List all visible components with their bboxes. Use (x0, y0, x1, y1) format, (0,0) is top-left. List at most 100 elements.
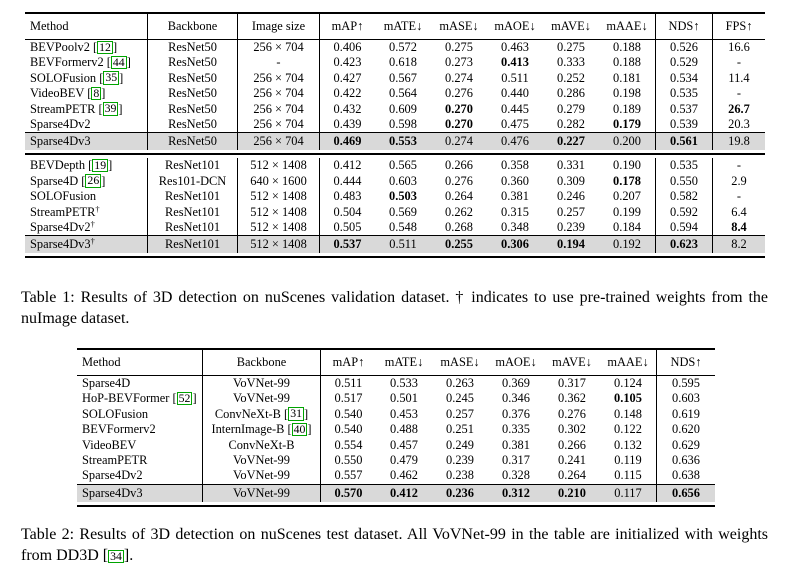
cell: 0.282 (557, 116, 585, 131)
cell: 0.246 (557, 189, 585, 204)
cell: mAP↑ (320, 350, 376, 375)
citation-link[interactable]: 31 (288, 406, 304, 421)
cell: - (712, 86, 765, 102)
rule-gap (77, 507, 715, 510)
cell: 0.115 (614, 468, 642, 483)
cell: 0.483 (319, 189, 375, 205)
method-cell: HoP-BEVFormer [52] (82, 390, 197, 406)
citation-link[interactable]: 12 (97, 39, 113, 54)
cell: 20.3 (712, 116, 765, 133)
cell: 8.4 (712, 219, 765, 236)
cell: mAAE↓ (606, 19, 648, 33)
cell: FPS↑ (712, 14, 765, 39)
citation-link[interactable]: 19 (92, 157, 109, 173)
cell: 0.422 (319, 86, 375, 102)
citation-link[interactable]: 44 (110, 54, 127, 70)
table-rule (25, 256, 765, 259)
cell: 0.656 (656, 484, 715, 502)
cell: 0.276 (558, 406, 586, 421)
cell: 0.302 (558, 422, 586, 437)
cell: 0.444 (319, 173, 375, 190)
cell: ResNet50 (147, 101, 237, 117)
cell: 0.264 (558, 468, 586, 483)
table-row: VideoBEV [8] ResNet50 256 × 704 0.422 0.564 0… (25, 85, 765, 102)
cell: 0.178 (613, 173, 641, 188)
cell: 11.4 (712, 70, 765, 87)
results-table-validation: Method Backbone Image size mAP↑ mATE↓ mASE↓ mA… (25, 12, 765, 261)
header-row: Method Backbone Image size mAP↑ mATE↓ mASE↓ mA… (25, 14, 765, 39)
cell: 0.273 (445, 55, 473, 70)
table-row-highlighted: Sparse4Dv3† ResNet101 512 × 1408 0.537 0.511… (25, 236, 765, 254)
cell: 0.122 (614, 422, 642, 437)
cell: 0.540 (320, 422, 376, 438)
citation-link[interactable]: 26 (85, 173, 102, 188)
cell: 0.457 (390, 437, 418, 452)
rule-gap (25, 258, 765, 261)
cell: 0.264 (445, 189, 473, 204)
method-cell: Sparse4Dv2† (30, 218, 95, 234)
table-rule (77, 483, 715, 485)
cell: mATE↓ (384, 355, 424, 369)
cell: 0.432 (319, 101, 375, 117)
cell: 0.270 (445, 101, 473, 116)
cell: 0.517 (320, 391, 376, 407)
table-row: VideoBEV ConvNeXt-B 0.554 0.457 0.249 0.381 0.… (77, 437, 715, 453)
cell: 0.550 (655, 173, 712, 190)
table-row: StreamPETR VoVNet-99 0.550 0.479 0.239 0.317 0… (77, 452, 715, 469)
cell: ResNet50 (147, 70, 237, 87)
cell: 0.609 (389, 101, 417, 116)
citation-link[interactable]: 35 (103, 70, 120, 85)
table-row: Sparse4D [26] Res101-DCN 640 × 1600 0.444 0.… (25, 173, 765, 190)
cell: 0.557 (320, 468, 376, 484)
cell: 0.629 (656, 437, 715, 453)
method-cell: Sparse4Dv3 (30, 134, 91, 149)
method-cell: BEVPoolv2 [12] (30, 39, 118, 54)
cell: ResNet101 (147, 219, 237, 236)
citation-link[interactable]: 8 (91, 85, 102, 101)
cell: 0.148 (614, 406, 642, 421)
cell: 512 × 1408 (237, 189, 319, 205)
cell: 0.262 (445, 204, 473, 219)
cell: 0.279 (557, 101, 585, 116)
cell: 0.501 (390, 391, 418, 406)
cell: 0.251 (446, 422, 474, 437)
cell: ConvNeXt-B (202, 437, 320, 453)
cell: 0.309 (557, 173, 585, 188)
table-rule (77, 375, 715, 376)
table-row: BEVDepth [19] ResNet101 512 × 1408 0.412 0.5… (25, 157, 765, 174)
cell: 512 × 1408 (237, 236, 319, 254)
cell: 0.335 (502, 422, 530, 437)
cell: 0.595 (656, 376, 715, 392)
cell: 0.406 (319, 40, 375, 56)
cell: NDS↑ (655, 14, 712, 39)
cell: 16.6 (712, 40, 765, 56)
cell: 0.274 (445, 134, 473, 149)
cell: 0.238 (446, 468, 474, 483)
cell: 0.270 (445, 116, 473, 131)
cell: 0.275 (557, 40, 585, 54)
cell: Image size (237, 14, 319, 39)
table-row: SOLOFusion [35] ResNet50 256 × 704 0.427 0.5… (25, 70, 765, 87)
table-1-caption: Table 1: Results of 3D detection on nuSc… (21, 289, 768, 328)
cell: InternImage-B [40] (202, 421, 320, 438)
citation-link[interactable]: 40 (291, 421, 308, 437)
method-cell: Sparse4Dv2 (82, 468, 143, 483)
cell: 0.117 (614, 485, 642, 500)
cell: 0.550 (320, 452, 376, 469)
cell: 0.620 (656, 422, 715, 438)
cell: 0.462 (390, 468, 418, 483)
cell: 0.539 (655, 116, 712, 133)
citation-link[interactable]: 34 (108, 548, 124, 564)
citation-link[interactable]: 39 (102, 101, 119, 116)
table-row: Sparse4D VoVNet-99 0.511 0.533 0.263 0.369 0.3… (77, 376, 715, 392)
method-cell: StreamPETR† (30, 203, 100, 219)
cell: 0.623 (655, 236, 712, 254)
cell: mAOE↓ (495, 355, 537, 369)
cell: 0.540 (320, 406, 376, 423)
cell: 0.569 (389, 204, 417, 219)
cell: 0.479 (390, 452, 418, 467)
method-cell: Sparse4D (82, 376, 131, 390)
citation-link[interactable]: 52 (176, 390, 193, 406)
cell: 256 × 704 (237, 116, 319, 133)
cell: 0.567 (389, 70, 417, 85)
